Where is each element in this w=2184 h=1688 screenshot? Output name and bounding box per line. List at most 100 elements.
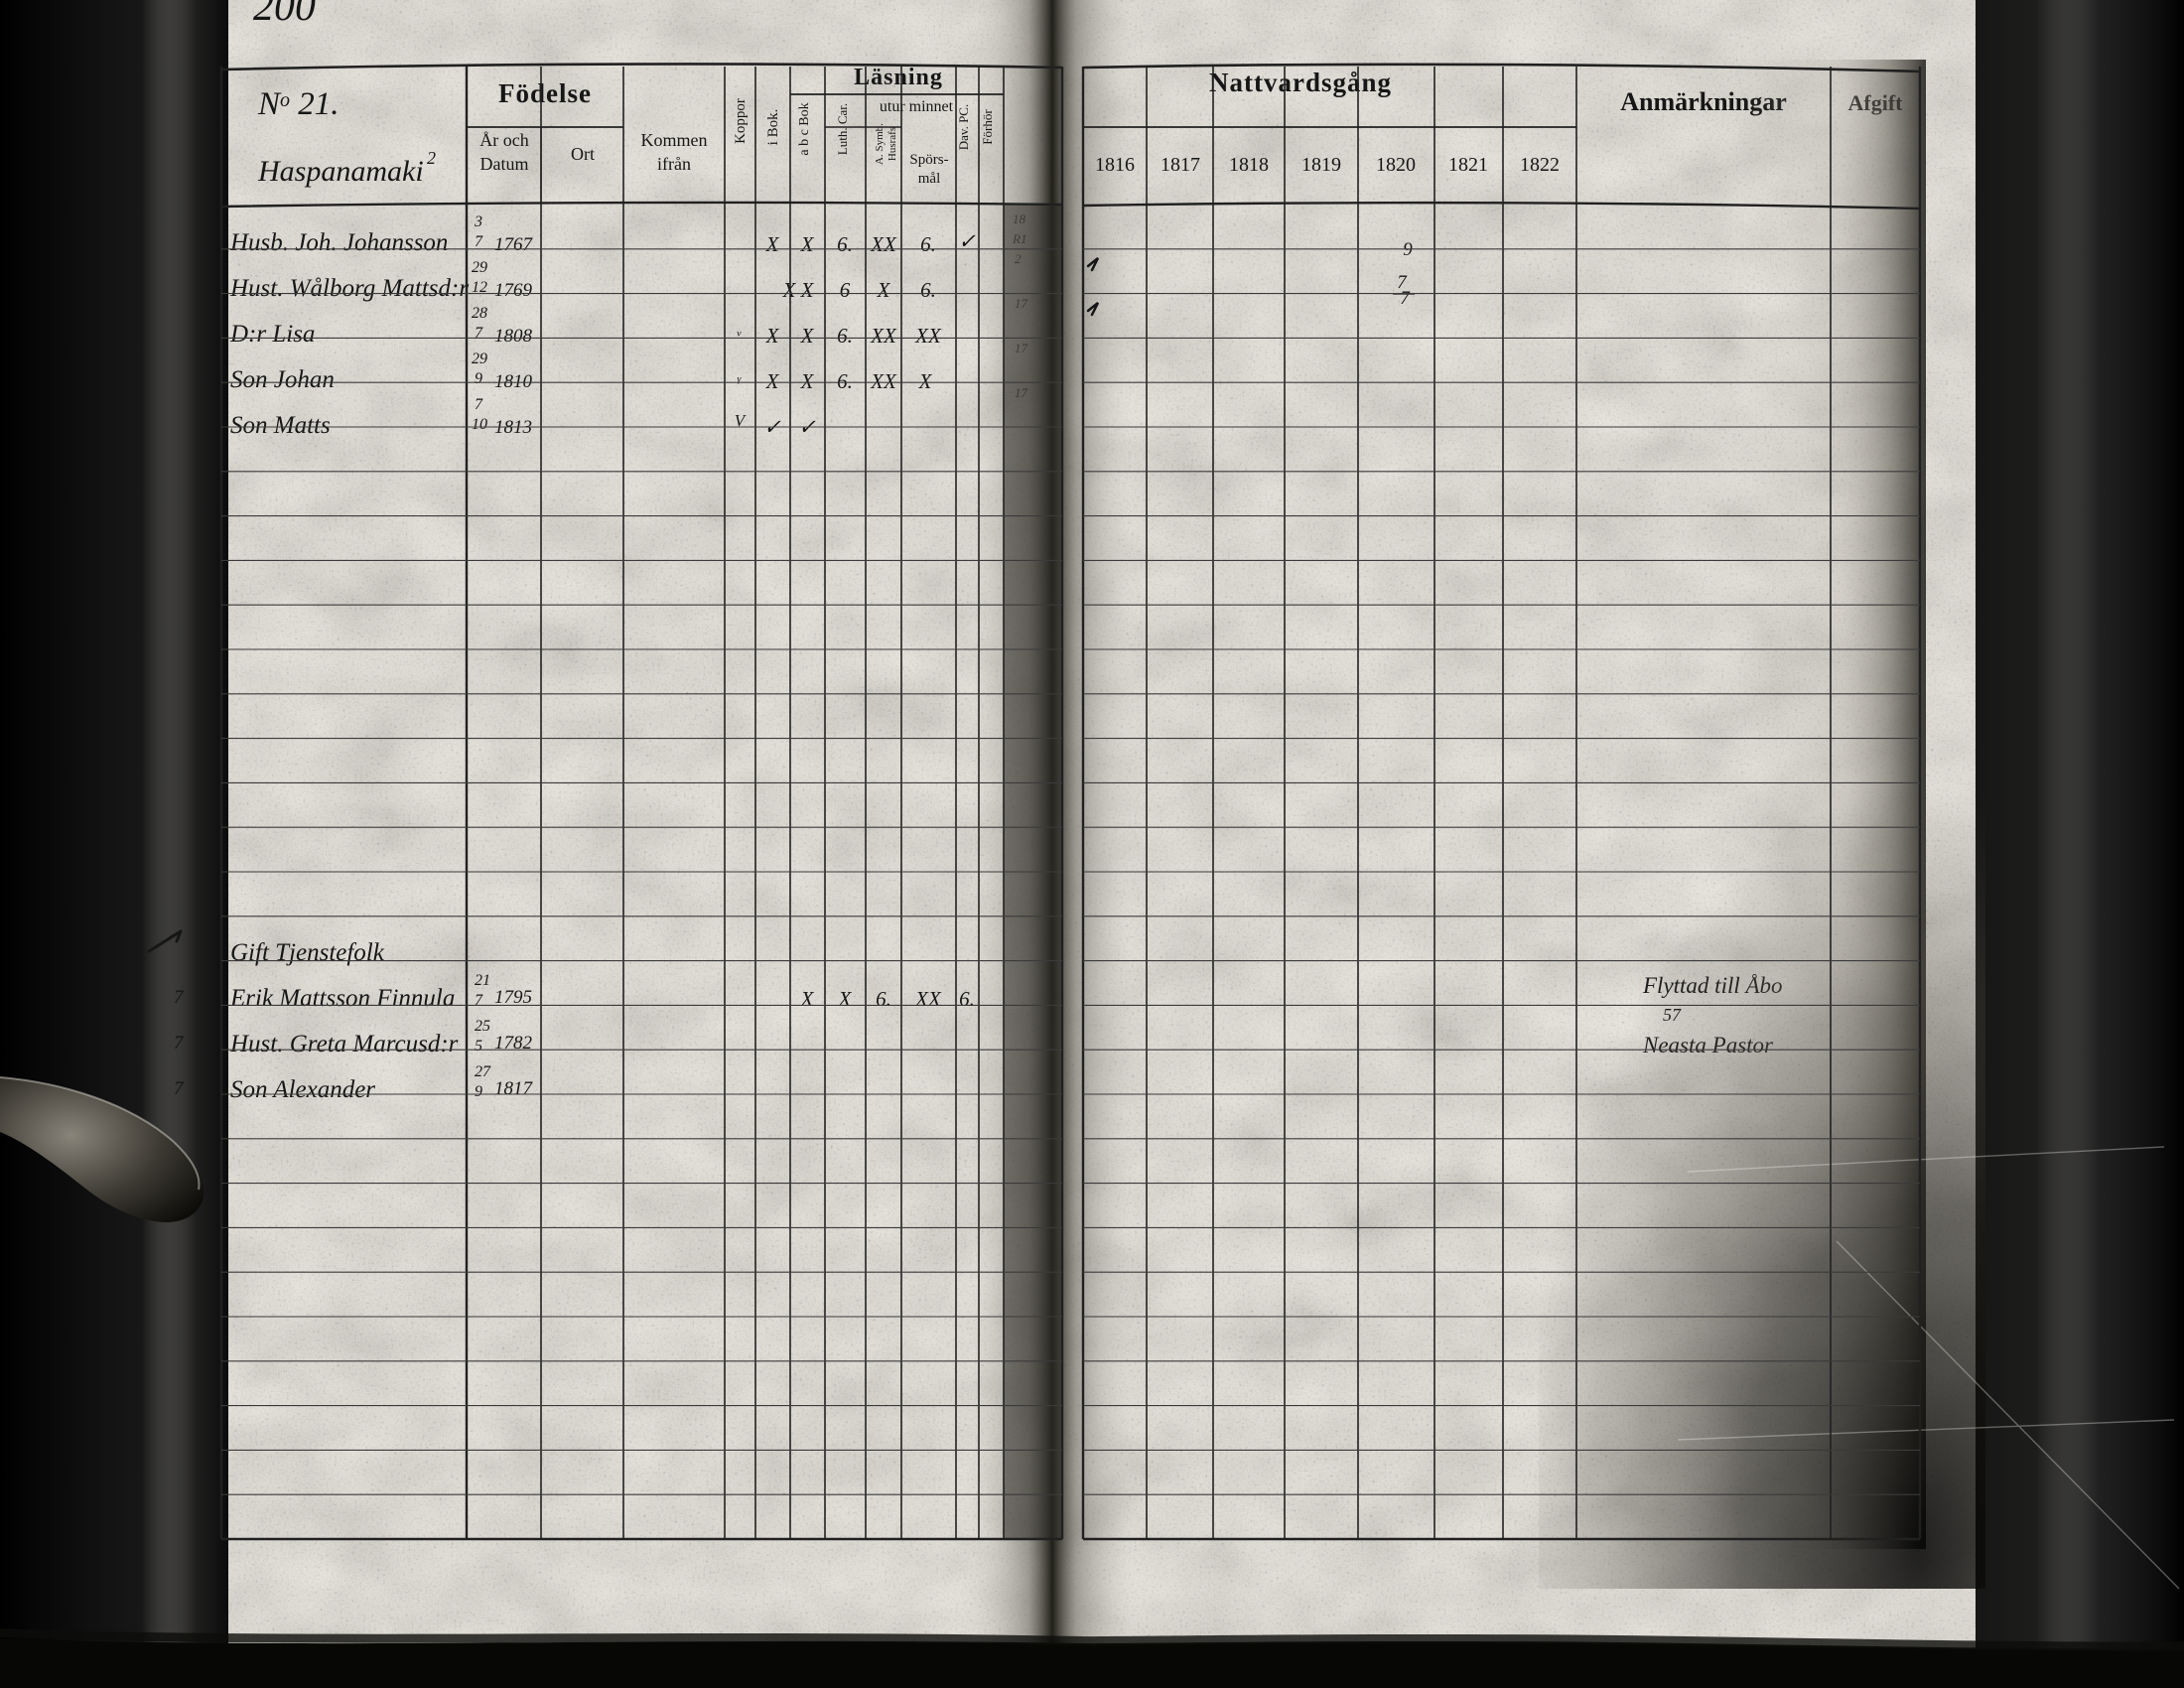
svg-text:År och: År och: [479, 130, 528, 150]
svg-text:ᵧ: ᵧ: [737, 365, 742, 384]
svg-text:29: 29: [472, 259, 487, 276]
svg-text:utur minnet: utur minnet: [880, 98, 954, 115]
svg-text:6.: 6.: [837, 232, 853, 256]
svg-text:1816: 1816: [1095, 154, 1135, 176]
svg-text:Gift Tjenstefolk: Gift Tjenstefolk: [230, 939, 385, 966]
svg-text:XX: XX: [914, 324, 942, 348]
svg-text:D:r Lisa: D:r Lisa: [229, 321, 315, 348]
svg-text:Erik Mattsson Finnula: Erik Mattsson Finnula: [229, 985, 455, 1012]
svg-text:17: 17: [1015, 296, 1028, 311]
svg-text:X: X: [765, 369, 780, 393]
svg-text:17: 17: [1015, 341, 1028, 355]
svg-text:7: 7: [475, 396, 483, 413]
svg-text:1767: 1767: [494, 234, 534, 255]
svg-text:X: X: [877, 278, 891, 302]
svg-text:7: 7: [174, 987, 185, 1008]
svg-text:Son Matts: Son Matts: [230, 412, 331, 439]
svg-text:Husrafs: Husrafs: [887, 127, 898, 161]
svg-text:Hust. Greta Marcusd:r: Hust. Greta Marcusd:r: [229, 1031, 459, 1057]
svg-text:25: 25: [475, 1018, 490, 1035]
svg-text:Son Johan: Son Johan: [230, 366, 335, 393]
svg-text:9: 9: [475, 370, 482, 387]
svg-text:Son Alexander: Son Alexander: [230, 1076, 375, 1103]
svg-text:Förhör: Förhör: [980, 109, 995, 145]
svg-text:1810: 1810: [494, 371, 533, 392]
svg-text:Datum: Datum: [480, 154, 529, 174]
svg-text:XX: XX: [870, 324, 897, 348]
svg-text:Läsning: Läsning: [854, 65, 943, 90]
svg-text:1818: 1818: [1229, 154, 1269, 176]
svg-text:6.: 6.: [920, 232, 936, 256]
svg-text:27: 27: [475, 1063, 491, 1080]
svg-text:1820: 1820: [1376, 154, 1416, 176]
svg-text:XX: XX: [870, 369, 897, 393]
svg-text:XX: XX: [914, 987, 942, 1011]
svg-text:1808: 1808: [494, 326, 533, 347]
svg-text:mål: mål: [918, 171, 941, 187]
svg-text:200: 200: [253, 0, 316, 30]
svg-text:10: 10: [472, 416, 487, 433]
svg-text:18: 18: [1013, 211, 1026, 226]
svg-text:ifrån: ifrån: [657, 154, 691, 174]
svg-text:X: X: [800, 232, 815, 256]
svg-text:7: 7: [1400, 288, 1411, 309]
svg-text:XX: XX: [870, 232, 897, 256]
svg-text:7: 7: [475, 992, 483, 1009]
svg-text:7: 7: [174, 1078, 185, 1099]
svg-text:7: 7: [475, 233, 483, 250]
svg-text:Födelse: Födelse: [498, 78, 592, 108]
svg-text:Dav. PC.: Dav. PC.: [956, 104, 971, 150]
svg-text:Haspanamaki: Haspanamaki: [257, 155, 424, 188]
svg-text:2: 2: [1015, 251, 1022, 266]
svg-text:17: 17: [1015, 385, 1028, 400]
svg-text:Luth. Car.: Luth. Car.: [835, 103, 850, 155]
svg-text:X: X: [782, 278, 797, 302]
svg-text:Hust. Wålborg Mattsd:r: Hust. Wålborg Mattsd:r: [229, 275, 469, 302]
svg-text:9: 9: [475, 1083, 482, 1100]
svg-text:6: 6: [840, 278, 851, 302]
svg-text:6.: 6.: [920, 278, 936, 302]
svg-text:6.: 6.: [837, 369, 853, 393]
svg-text:29: 29: [472, 351, 487, 367]
svg-text:1817: 1817: [1160, 154, 1200, 176]
svg-text:5: 5: [475, 1038, 482, 1055]
svg-text:X: X: [800, 369, 815, 393]
svg-text:X: X: [838, 987, 853, 1011]
svg-text:X: X: [800, 278, 815, 302]
svg-text:No 21.: No 21.: [257, 86, 340, 122]
svg-text:X: X: [800, 987, 815, 1011]
svg-text:R1: R1: [1012, 231, 1026, 246]
svg-text:6.: 6.: [959, 987, 975, 1011]
svg-text:1821: 1821: [1448, 154, 1488, 176]
svg-text:3: 3: [474, 213, 482, 230]
svg-text:1769: 1769: [494, 280, 533, 301]
svg-text:X: X: [765, 232, 780, 256]
svg-text:7: 7: [475, 325, 483, 342]
svg-text:2: 2: [427, 148, 436, 168]
svg-text:1817: 1817: [494, 1078, 534, 1099]
svg-text:A. Symb.: A. Symb.: [874, 123, 886, 165]
svg-text:9: 9: [1403, 239, 1413, 260]
svg-text:Spörs-: Spörs-: [909, 152, 948, 168]
svg-text:6.: 6.: [876, 987, 891, 1011]
svg-text:Kommen: Kommen: [641, 130, 708, 150]
svg-text:7: 7: [174, 1033, 185, 1054]
svg-text:1822: 1822: [1520, 154, 1560, 176]
svg-text:6.: 6.: [837, 324, 853, 348]
svg-text:21: 21: [475, 972, 490, 989]
svg-text:1782: 1782: [494, 1033, 533, 1054]
svg-text:Nattvardsgång: Nattvardsgång: [1209, 68, 1392, 97]
svg-text:Koppor: Koppor: [733, 98, 749, 144]
svg-text:1819: 1819: [1301, 154, 1341, 176]
svg-text:i Bok.: i Bok.: [765, 109, 781, 146]
svg-text:X: X: [765, 324, 780, 348]
svg-text:X: X: [918, 369, 933, 393]
svg-text:28: 28: [472, 305, 487, 322]
svg-text:Husb. Joh. Johansson: Husb. Joh. Johansson: [229, 229, 448, 256]
svg-text:X: X: [800, 324, 815, 348]
svg-text:ᵥ: ᵥ: [737, 320, 743, 339]
svg-text:✓: ✓: [958, 229, 976, 253]
svg-text:Ort: Ort: [571, 144, 595, 164]
svg-text:a b c Bok: a b c Bok: [797, 102, 812, 155]
svg-text:1795: 1795: [494, 987, 532, 1008]
